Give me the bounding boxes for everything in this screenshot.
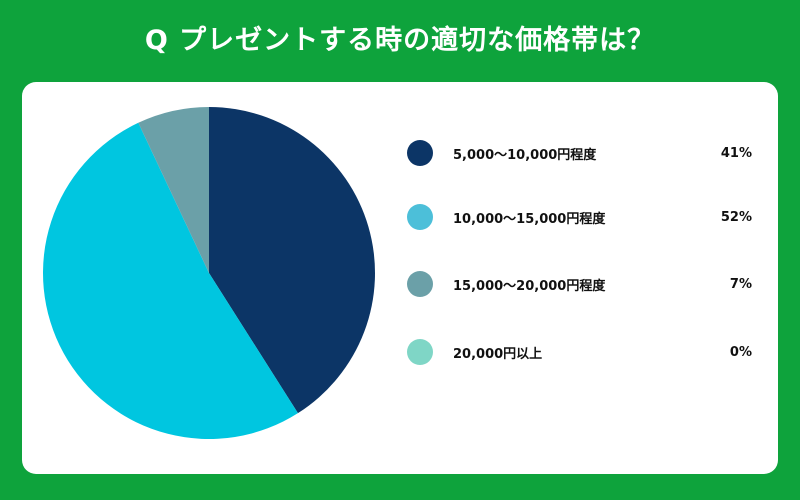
pie-slice-2 xyxy=(43,122,298,439)
legend-item: 10,000〜15,000円程度 52% xyxy=(407,202,752,232)
legend-item: 5,000〜10,000円程度 41% xyxy=(407,138,752,168)
legend-item: 20,000円以上 0% xyxy=(407,337,752,367)
pie-slice-1 xyxy=(209,107,375,414)
legend-value: 41% xyxy=(720,145,752,161)
legend-label: 10,000〜15,000円程度 xyxy=(453,211,606,227)
chart-card: 5,000〜10,000円程度 41% 10,000〜15,000円程度 52% 15,… xyxy=(22,82,778,474)
pie-slice-3 xyxy=(138,107,209,273)
legend-label: 15,000〜20,000円程度 xyxy=(453,278,606,294)
legend-swatch xyxy=(407,140,433,166)
legend-item: 15,000〜20,000円程度 7% xyxy=(407,269,752,299)
legend-label: 20,000円以上 xyxy=(453,346,543,362)
legend-swatch xyxy=(407,339,433,365)
pie-chart xyxy=(43,107,375,439)
chart-title: Q プレゼントする時の適切な価格帯は？ xyxy=(144,25,656,56)
legend-value: 52% xyxy=(720,209,752,225)
legend-swatch xyxy=(407,271,433,297)
legend-swatch xyxy=(407,204,433,230)
legend-value: 0% xyxy=(729,344,752,360)
legend-label: 5,000〜10,000円程度 xyxy=(453,147,597,163)
legend-value: 7% xyxy=(729,276,752,292)
